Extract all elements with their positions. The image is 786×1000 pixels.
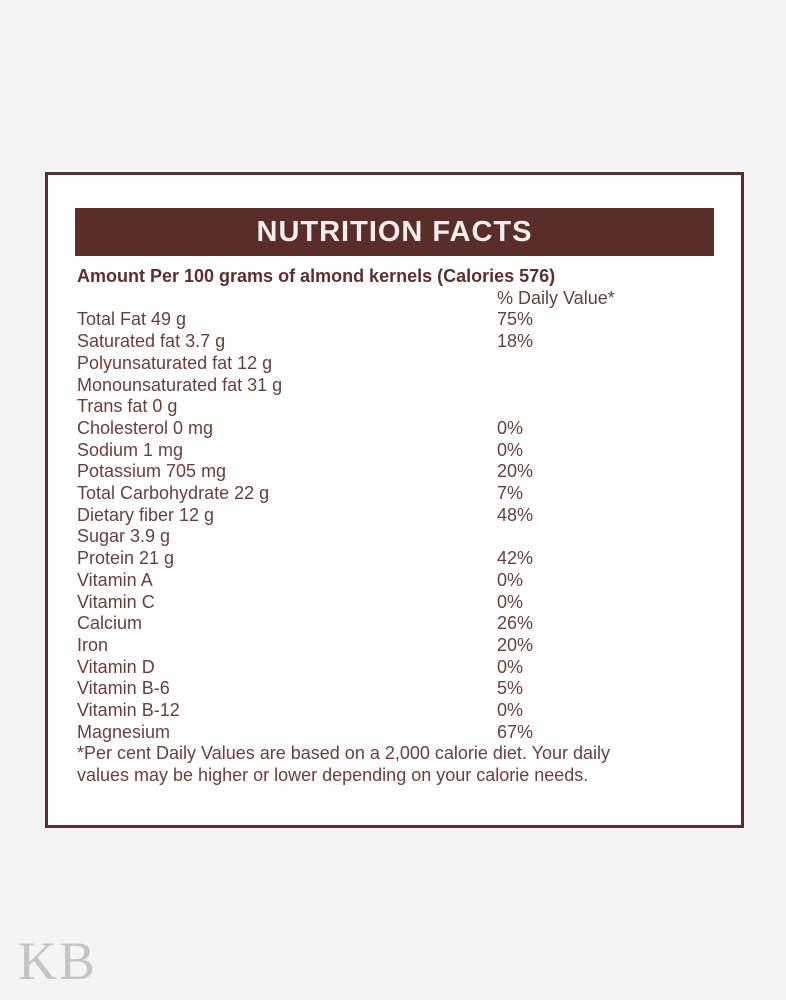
nutrient-row: Polyunsaturated fat 12 g	[77, 353, 741, 375]
nutrient-name: Cholesterol 0 mg	[77, 417, 214, 438]
nutrient-name: Potassium 705 mg	[77, 461, 227, 482]
serving-info: Amount Per 100 grams of almond kernels (…	[77, 266, 556, 286]
footnote-line-2: values may be higher or lower depending …	[77, 765, 589, 786]
nutrient-row: Total Fat 49 g 75%	[77, 309, 741, 331]
nutrient-row: Monounsaturated fat 31 g	[77, 375, 741, 397]
nutrient-daily-value: 0%	[497, 569, 524, 590]
nutrient-daily-value: 7%	[497, 483, 524, 504]
nutrient-name: Vitamin B-6	[77, 678, 170, 699]
nutrient-daily-value: 5%	[497, 678, 524, 699]
nutrient-row: Total Carbohydrate 22 g 7%	[77, 483, 741, 505]
nutrient-row: Vitamin A 0%	[77, 570, 741, 592]
nutrient-name: Vitamin B-12	[77, 700, 180, 721]
nutrient-daily-value: 48%	[497, 504, 534, 525]
nutrient-daily-value: 0%	[497, 656, 524, 677]
nutrient-daily-value: 20%	[497, 634, 534, 655]
daily-value-footnote: *Per cent Daily Values are based on a 2,…	[77, 743, 741, 786]
nutrient-row: Magnesium 67%	[77, 722, 741, 744]
nutrient-row: Protein 21 g 42%	[77, 548, 741, 570]
nutrient-daily-value: 18%	[497, 331, 534, 352]
nutrition-facts-title: NUTRITION FACTS	[256, 216, 533, 248]
nutrient-row: Trans fat 0 g	[77, 396, 741, 418]
nutrient-row: Vitamin D 0%	[77, 657, 741, 679]
nutrition-label-card: NUTRITION FACTS Amount Per 100 grams of …	[45, 172, 744, 828]
footnote-line-1: *Per cent Daily Values are based on a 2,…	[77, 743, 611, 764]
nutrient-daily-value: 0%	[497, 591, 524, 612]
nutrient-name: Sodium 1 mg	[77, 439, 184, 460]
nutrient-name: Magnesium	[77, 721, 171, 742]
nutrient-rows: Total Fat 49 g 75% Saturated fat 3.7 g 1…	[77, 309, 741, 743]
nutrient-row: Potassium 705 mg 20%	[77, 461, 741, 483]
nutrient-daily-value: 42%	[497, 548, 534, 569]
kb-watermark: KB	[18, 931, 98, 991]
nutrient-row: Dietary fiber 12 g 48%	[77, 505, 741, 527]
nutrient-daily-value: 0%	[497, 700, 524, 721]
nutrient-name: Calcium	[77, 613, 143, 634]
nutrient-daily-value: 26%	[497, 613, 534, 634]
nutrient-name: Vitamin A	[77, 569, 153, 590]
nutrient-row: Iron 20%	[77, 635, 741, 657]
nutrient-name: Iron	[77, 634, 109, 655]
nutrient-name: Dietary fiber 12 g	[77, 504, 215, 525]
nutrient-row: Sodium 1 mg 0%	[77, 440, 741, 462]
nutrient-name: Monounsaturated fat 31 g	[77, 374, 283, 395]
nutrient-name: Total Fat 49 g	[77, 309, 187, 330]
nutrient-daily-value: 0%	[497, 417, 524, 438]
nutrient-name: Polyunsaturated fat 12 g	[77, 352, 273, 373]
nutrient-row: Cholesterol 0 mg 0%	[77, 418, 741, 440]
nutrient-daily-value: 20%	[497, 461, 534, 482]
nutrient-row: Vitamin B-12 0%	[77, 700, 741, 722]
nutrient-name: Protein 21 g	[77, 548, 175, 569]
nutrient-name: Trans fat 0 g	[77, 396, 178, 417]
nutrition-facts-header-bar: NUTRITION FACTS	[75, 208, 714, 256]
nutrient-row: Calcium 26%	[77, 613, 741, 635]
nutrient-daily-value: 67%	[497, 721, 534, 742]
nutrient-row: Vitamin C 0%	[77, 592, 741, 614]
nutrient-row: Vitamin B-6 5%	[77, 678, 741, 700]
nutrient-name: Saturated fat 3.7 g	[77, 331, 226, 352]
nutrient-name: Vitamin C	[77, 591, 155, 612]
daily-value-column-header: % Daily Value*	[497, 287, 615, 308]
nutrient-name: Total Carbohydrate 22 g	[77, 483, 270, 504]
nutrient-row: Sugar 3.9 g	[77, 526, 741, 548]
nutrient-daily-value: 75%	[497, 309, 534, 330]
nutrient-name: Vitamin D	[77, 656, 155, 677]
nutrient-name: Sugar 3.9 g	[77, 526, 171, 547]
nutrient-daily-value: 0%	[497, 439, 524, 460]
nutrient-row: Saturated fat 3.7 g 18%	[77, 331, 741, 353]
